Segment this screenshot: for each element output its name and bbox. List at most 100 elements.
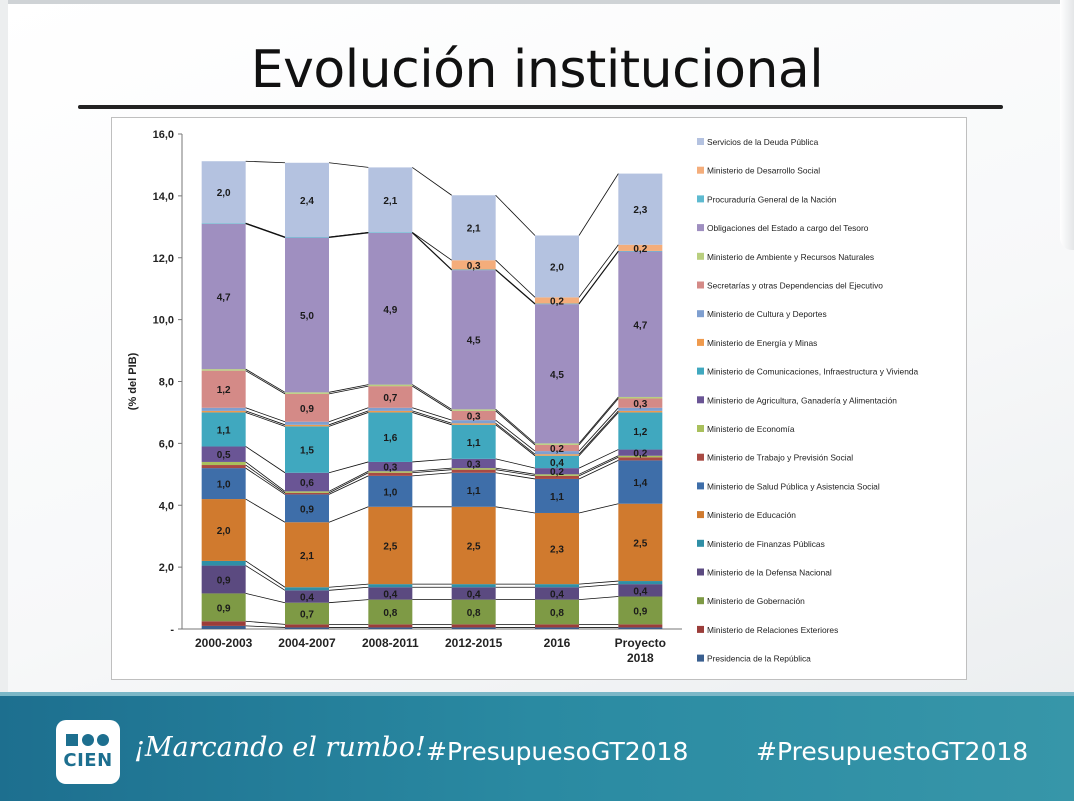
legend-label: Ministerio de Salud Pública y Asistencia… [707,481,880,491]
y-tick-label: 2,0 [159,562,174,574]
legend-label: Ministerio de Finanzas Públicas [707,539,825,549]
bar-segment [368,584,413,588]
bar-segment [618,251,663,397]
data-label: 0,4 [300,593,314,604]
bar-segment [451,587,496,600]
bar-segment [285,472,329,492]
data-label: 0,3 [467,459,481,470]
connector-line [328,162,369,168]
bar-segment [368,627,413,629]
bar-segment [285,491,329,493]
bar-segment [368,471,413,473]
left-edge [0,0,8,700]
bar-segment [285,587,329,591]
window-edge-shadow [1060,0,1074,250]
legend-swatch [697,310,704,318]
bar-segment [451,424,496,459]
legend-label: Ministerio de Agricultura, Ganadería y A… [707,395,897,405]
x-tick-label: 2000-2003 [195,636,253,650]
connector-line [245,407,286,423]
connector-line [328,407,369,423]
bar-segment [368,506,413,585]
connector-line [245,412,286,427]
bar-segment [201,621,246,626]
connector-line [578,455,619,475]
connector-line [578,583,619,588]
bar-segment [618,173,663,245]
data-label: 1,2 [217,385,231,396]
connector-line [245,625,286,628]
bar-segment [618,460,663,504]
legend-swatch [697,138,704,145]
connector-line [245,593,286,604]
connector-line [412,407,452,421]
bar-segment [201,446,246,462]
bar-segment [285,494,329,523]
connector-line [495,422,536,455]
connector-line [578,410,619,455]
legend-swatch [697,568,704,576]
connector-line [245,160,286,164]
connector-line [245,222,286,238]
bar-segment [285,237,329,393]
bar-segment [285,237,329,238]
bar-segment [618,250,663,252]
y-tick-label: 14,0 [153,191,174,203]
data-label: 0,9 [300,404,314,415]
data-label: 0,4 [383,589,397,600]
bar-segment [451,472,496,507]
data-label: 2,4 [300,196,314,207]
data-label: 4,5 [467,336,481,347]
data-label: 2,1 [300,551,314,562]
bar-segment [535,235,579,298]
bar-segment [451,584,496,588]
legend-label: Ministerio de Energía y Minas [707,338,817,348]
y-tick-label: 12,0 [153,253,174,265]
connector-line [245,461,286,492]
legend-swatch [697,539,704,547]
bar-segment [451,195,496,261]
data-label: 1,1 [217,425,231,436]
bar-segment [535,624,579,628]
legend-swatch [697,195,704,203]
connector-line [495,194,536,236]
connector-line [412,232,452,271]
data-label: 2,0 [217,526,231,537]
bar-segment [451,270,496,410]
bar-segment [535,443,579,445]
bar-segment [535,304,579,444]
data-label: 1,2 [633,427,647,438]
legend-label: Ministerio de Ambiente y Recursos Natura… [707,252,874,262]
legend-swatch [697,482,704,490]
bar-segment [368,167,413,233]
bar-segment [201,223,246,224]
bar-segment [618,455,663,458]
legend-label: Ministerio de la Defensa Nacional [707,568,832,578]
bar-segment [201,468,246,500]
connector-line [495,467,536,475]
data-label: 0,2 [633,449,647,460]
bar-segment [618,581,663,585]
connector-line [245,464,286,494]
data-label: 0,3 [467,261,481,272]
data-label: 2,5 [467,541,481,552]
y-tick-label: 8,0 [159,377,174,389]
connector-line [578,456,619,477]
bar-segment [285,627,329,629]
data-label: 0,4 [467,589,481,600]
bar-segment [368,232,413,233]
data-label: 0,2 [550,296,564,307]
bar-segment [618,627,663,629]
bar-segment [201,465,246,469]
connector-line [495,419,536,452]
data-label: 1,6 [383,433,397,444]
bar-segment [368,386,413,408]
connector-line [245,565,286,591]
connector-line [412,472,452,477]
connector-line [245,498,286,523]
connector-line [412,467,452,472]
bar-segment [201,407,246,411]
connector-line [328,412,369,427]
legend-label: Ministerio de Gobernación [707,596,805,606]
bar-segment [535,451,579,455]
